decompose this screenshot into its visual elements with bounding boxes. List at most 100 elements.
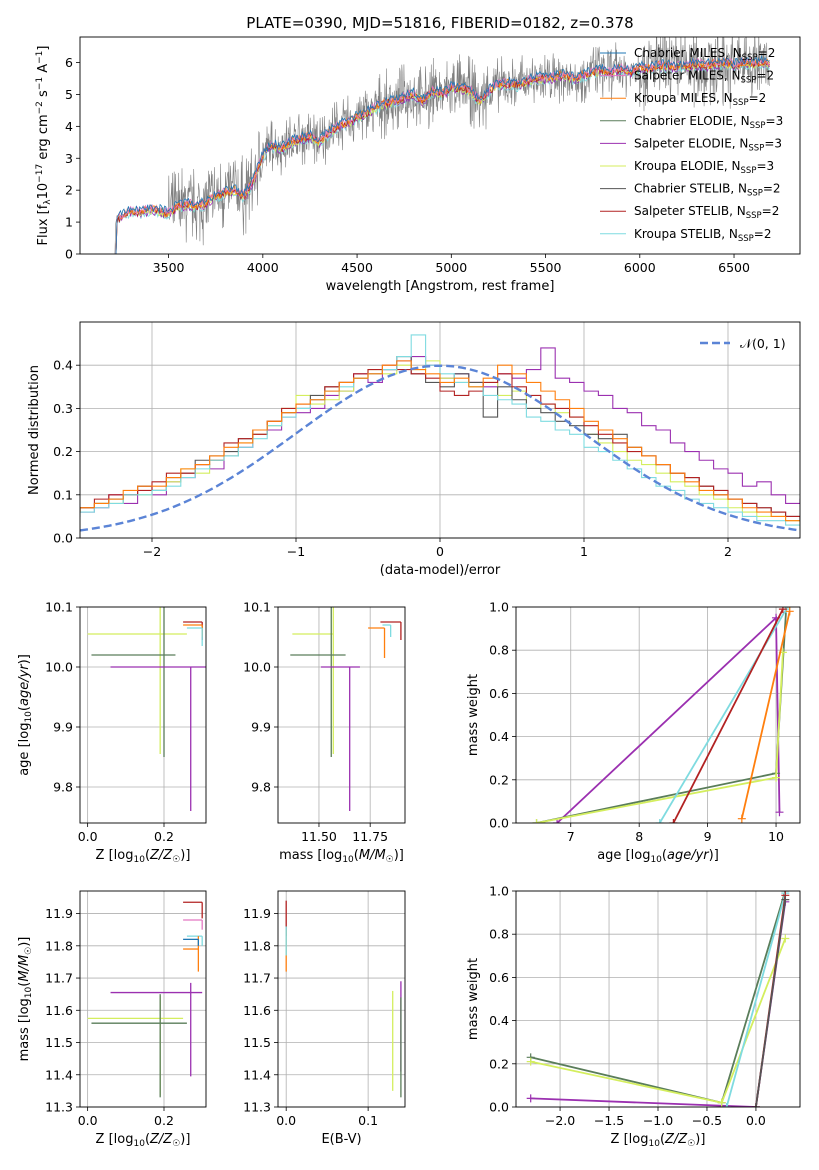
y-tick-label: 10.1 <box>243 600 271 615</box>
y-tick-label: 11.5 <box>243 1035 271 1050</box>
y-axis-label: age [log10(age/yr)] <box>17 654 34 776</box>
weight-marker-salpeter_stelib <box>669 819 678 823</box>
y-tick-label: 10.0 <box>243 660 271 675</box>
weight-line-kroupa_miles <box>740 611 791 819</box>
weight-line-chabrier_stelib <box>755 899 787 1107</box>
y-tick-label: 0.0 <box>53 531 73 546</box>
y-tick-label: 11.4 <box>243 1067 271 1082</box>
x-axis-label: Z [log10(Z/Z☉)] <box>96 1132 191 1149</box>
mass_vs_ebv-panel: 0.0 0.1 11.3 11.4 11.5 11.6 11.7 11.8 11.9 E(B-V) <box>243 890 406 1147</box>
y-tick-label: 0.8 <box>489 643 509 658</box>
y-tick-label: 1.0 <box>489 884 509 899</box>
weight_vs_age-panel: 7 8 9 10 0.0 0.2 0.4 0.6 0.8 1.0 age [log10(age/yr… <box>466 600 801 865</box>
x-tick-label: 8 <box>635 829 643 844</box>
weight-line-salpeter_elodie <box>556 615 781 823</box>
y-tick-label: 11.6 <box>45 1003 73 1018</box>
weight-marker-kroupa_elodie <box>772 773 781 782</box>
y-tick-label: 0.4 <box>53 358 73 373</box>
legend-label-chabrier_stelib: Chabrier STELIB, NSSP=2 <box>634 182 781 199</box>
x-tick-label: 0.0 <box>78 1113 98 1128</box>
weight-marker-salpeter_elodie <box>775 808 784 817</box>
mass_vs_ebv-plot <box>285 900 402 1098</box>
y-tick-label: 9.9 <box>251 720 271 735</box>
y-tick-label: 0.2 <box>489 772 509 787</box>
axes-frame <box>515 890 801 1108</box>
y-tick-label: 0.6 <box>489 686 509 701</box>
y-tick-label: 0.4 <box>489 1013 509 1028</box>
y-tick-label: 11.5 <box>45 1035 73 1050</box>
x-tick-label: 6000 <box>624 260 656 275</box>
age_vs_mass-panel: 11.50 11.75 9.8 9.9 10.0 10.1 mass [log10(M/M☉… <box>243 600 406 865</box>
y-tick-label: 11.3 <box>45 1100 73 1115</box>
x-axis-label: Z [log10(Z/Z☉)] <box>96 848 191 865</box>
y-tick-label: 11.8 <box>45 938 73 953</box>
y-tick-label: 3 <box>65 151 73 166</box>
legend-label-chabrier_miles: Chabrier MILES, NSSP=2 <box>634 46 775 63</box>
histogram-chabrier_stelib <box>80 356 800 522</box>
weight-marker-kroupa_stelib <box>655 819 664 823</box>
weight-marker-kroupa_elodie <box>526 1057 535 1066</box>
y-tick-label: 0.1 <box>53 487 73 502</box>
x-tick-label: −2 <box>143 544 161 559</box>
y-tick-label: 2 <box>65 183 73 198</box>
weight-marker-salpeter_stelib <box>778 607 787 614</box>
x-tick-label: 5000 <box>435 260 467 275</box>
y-tick-label: 0.2 <box>53 444 73 459</box>
y-axis-label: Flux [fλ10−17 erg cm−2 s−1 A−1] <box>35 46 53 246</box>
mass_vs_Z-plot <box>87 901 203 1098</box>
weight-marker-kroupa_miles <box>785 607 794 616</box>
mass_vs_Z-panel: 0.0 0.2 11.3 11.4 11.5 11.6 11.7 11.8 11.9 Z [log… <box>17 890 207 1149</box>
gaussian-curve <box>80 364 800 532</box>
y-tick-label: 11.6 <box>243 1003 271 1018</box>
model-spectrum-chabrier_miles <box>114 54 770 254</box>
y-tick-label: 11.4 <box>45 1067 73 1082</box>
weight_vs_Z-panel: −2.0 −1.5 −1.0 −0.5 0.0 0.0 0.2 0.4 0.6 0.8 1.0 Z [… <box>466 884 801 1149</box>
x-tick-label: 1 <box>580 544 588 559</box>
weight-marker-kroupa_miles <box>737 814 746 823</box>
weight-marker-kroupa_elodie <box>717 1098 726 1107</box>
y-tick-label: 6 <box>65 55 73 70</box>
x-axis-label: Z [log10(Z/Z☉)] <box>611 1132 706 1149</box>
model-spectrum-kroupa_miles <box>114 57 771 254</box>
y-axis-label: Normed distribution <box>27 365 42 495</box>
x-axis-label: E(B-V) <box>321 1132 361 1147</box>
residuals-legend: 𝒩(0, 1) <box>700 336 786 351</box>
weight-marker-chabrier_stelib <box>751 1103 760 1107</box>
weight-line-salpeter_stelib <box>672 608 784 823</box>
x-tick-label: 9 <box>704 829 712 844</box>
histogram-kroupa_elodie <box>80 360 800 526</box>
weight_vs_age-plot <box>532 607 794 823</box>
spectrum-plot <box>114 37 771 254</box>
axes-frame <box>79 890 207 1108</box>
legend-label-salpeter_stelib: Salpeter STELIB, NSSP=2 <box>634 204 779 221</box>
model-spectrum-salpeter_miles <box>114 56 771 254</box>
y-tick-label: 0.2 <box>489 1056 509 1071</box>
age_vs_mass-plot <box>290 607 402 811</box>
y-tick-label: 0.8 <box>489 927 509 942</box>
y-tick-label: 9.8 <box>53 780 73 795</box>
y-axis-label: mass [log10(M/M☉)] <box>17 937 34 1062</box>
legend-label-kroupa_stelib: Kroupa STELIB, NSSP=2 <box>634 227 772 244</box>
x-tick-label: 0 <box>436 544 444 559</box>
axes-frame <box>515 606 801 824</box>
x-tick-label: 11.50 <box>301 829 337 844</box>
residuals-plot <box>80 334 800 532</box>
spectrum-panel: 3500 4000 4500 5000 5500 6000 6500 0 1 2 3 4 5 6 wavel… <box>35 36 801 294</box>
y-tick-label: 0.0 <box>489 1100 509 1115</box>
axes-frame <box>277 606 406 824</box>
x-tick-label: 0.0 <box>78 829 98 844</box>
x-tick-label: 4500 <box>341 260 373 275</box>
model-spectrum-kroupa_elodie <box>114 58 771 254</box>
age_vs_Z-plot <box>87 607 206 811</box>
weight-marker-chabrier_stelib <box>781 895 790 904</box>
model-spectrum-salpeter_stelib <box>114 57 770 254</box>
legend-label-gaussian: 𝒩(0, 1) <box>740 336 786 351</box>
legend-label-salpeter_miles: Salpeter MILES, NSSP=2 <box>634 69 774 86</box>
y-tick-label: 9.8 <box>251 780 271 795</box>
axes-frame <box>79 606 207 824</box>
x-tick-label: −2.0 <box>545 1113 575 1128</box>
x-tick-label: −1 <box>287 544 305 559</box>
x-axis-label: wavelength [Angstrom, rest frame] <box>326 279 555 294</box>
axes-frame <box>277 890 406 1108</box>
x-tick-label: 4000 <box>247 260 279 275</box>
